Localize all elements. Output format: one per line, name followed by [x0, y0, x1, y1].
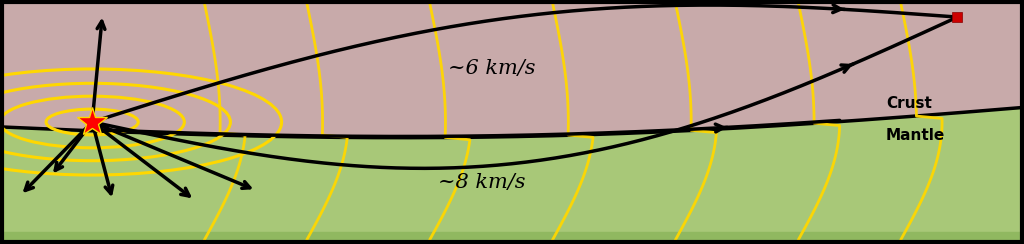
Polygon shape [0, 232, 1024, 244]
Text: ~8 km/s: ~8 km/s [437, 173, 525, 193]
Text: Crust: Crust [886, 96, 932, 111]
Polygon shape [0, 107, 1024, 244]
Text: Mantle: Mantle [886, 128, 945, 143]
Text: ~6 km/s: ~6 km/s [447, 59, 536, 78]
